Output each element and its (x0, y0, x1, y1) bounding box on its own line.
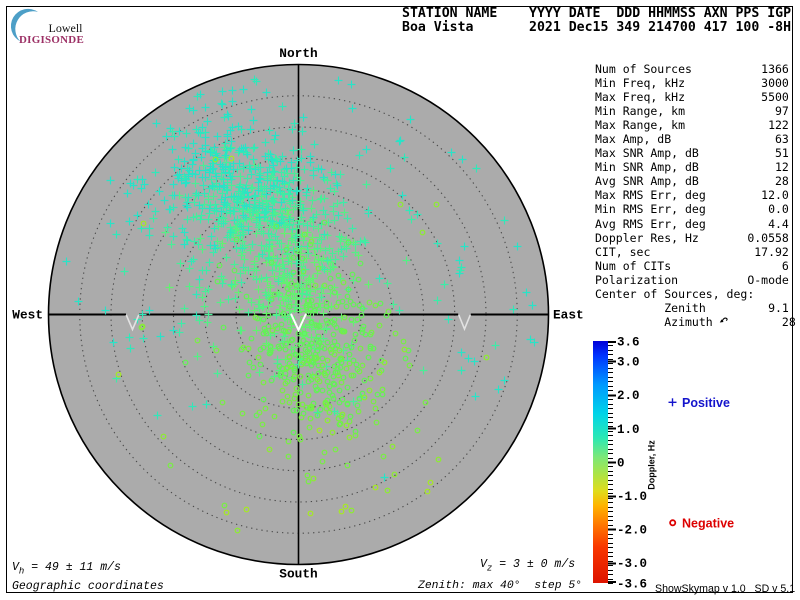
svg-text:Negative: Negative (682, 517, 734, 531)
svg-text:Doppler, Hz: Doppler, Hz (647, 440, 657, 490)
svg-text:DIGISONDE: DIGISONDE (19, 34, 84, 46)
svg-text:Positive: Positive (682, 396, 730, 410)
svg-text:-3.6: -3.6 (617, 577, 647, 591)
svg-text:-2.0: -2.0 (617, 524, 647, 538)
svg-text:3.6: 3.6 (617, 335, 640, 349)
svg-text:1.0: 1.0 (617, 423, 640, 437)
svg-text:Lowell: Lowell (49, 21, 84, 35)
svg-text:0: 0 (617, 456, 625, 470)
svg-text:South: South (279, 567, 317, 582)
svg-text:2.0: 2.0 (617, 389, 640, 403)
svg-text:North: North (279, 46, 317, 61)
svg-text:East: East (553, 308, 584, 323)
svg-text:-1.0: -1.0 (617, 490, 647, 504)
svg-text:West: West (12, 308, 43, 323)
svg-text:3.0: 3.0 (617, 356, 640, 370)
svg-text:-3.0: -3.0 (617, 557, 647, 571)
